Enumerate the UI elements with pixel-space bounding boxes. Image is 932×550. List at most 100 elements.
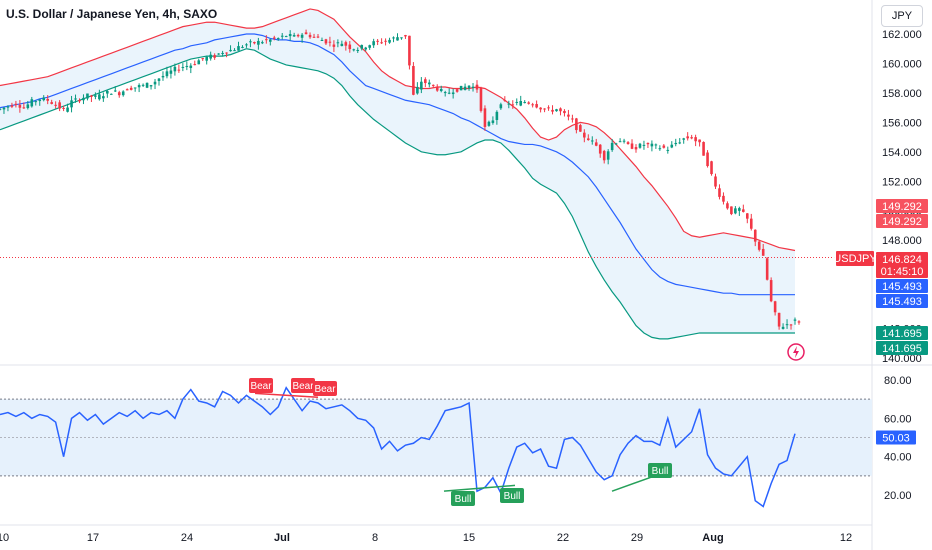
candle-body <box>181 66 185 68</box>
candle-body <box>722 195 725 202</box>
price-tag-lower: 141.695 <box>876 341 928 355</box>
svg-text:145.493: 145.493 <box>882 281 922 293</box>
candle-body <box>376 40 379 42</box>
candle-body <box>483 108 487 127</box>
candle-body <box>587 138 590 141</box>
candle-body <box>209 54 212 59</box>
candle-body <box>646 142 650 145</box>
candle-body <box>634 147 638 150</box>
candle-body <box>571 118 574 120</box>
candle-body <box>547 107 550 109</box>
candle-body <box>416 86 419 94</box>
candle-body <box>276 38 280 40</box>
candle-body <box>336 42 340 44</box>
candle-body <box>626 142 630 144</box>
candle-body <box>145 82 149 88</box>
price-tick-label: 148.000 <box>882 235 922 247</box>
candle-body <box>356 49 360 51</box>
lightning-icon[interactable] <box>787 343 805 361</box>
svg-text:Bull: Bull <box>455 494 472 505</box>
svg-text:Bull: Bull <box>652 466 669 477</box>
candle-body <box>682 138 685 140</box>
candle-body <box>630 143 634 149</box>
candle-body <box>157 78 161 81</box>
candle-body <box>428 82 431 85</box>
candle-body <box>527 102 530 104</box>
svg-text:141.695: 141.695 <box>882 328 922 340</box>
candle-body <box>22 107 26 109</box>
candle-body <box>62 107 65 109</box>
candle-body <box>746 213 749 219</box>
candle-body <box>710 161 713 175</box>
candle-body <box>229 49 232 52</box>
rsi-line <box>0 386 796 508</box>
price-tag-price: 01:45:10 <box>876 264 928 278</box>
rsi-pane <box>0 386 872 508</box>
currency-button[interactable]: JPY <box>881 5 923 27</box>
candle-body <box>404 35 407 37</box>
candle-body <box>420 81 423 90</box>
candle-body <box>364 47 367 50</box>
candle-body <box>408 35 411 66</box>
candle-body <box>372 41 375 46</box>
upper-band-line <box>0 8 796 252</box>
candle-body <box>439 88 443 92</box>
candle-body <box>344 42 348 46</box>
candle-body <box>769 280 773 302</box>
time-tick-label: 29 <box>631 532 643 544</box>
bull-divergence-label: Bull <box>648 463 672 478</box>
candle-body <box>598 144 602 154</box>
candle-body <box>34 101 38 103</box>
time-tick-label: Aug <box>702 532 723 544</box>
svg-text:145.493: 145.493 <box>882 296 922 308</box>
price-tick-label: 156.000 <box>882 117 922 129</box>
candle-body <box>360 44 364 49</box>
candle-body <box>380 42 383 44</box>
candle-body <box>58 102 61 109</box>
candle-body <box>217 53 220 55</box>
candle-body <box>431 84 435 86</box>
candle-body <box>487 121 491 126</box>
candle-body <box>435 86 439 91</box>
candle-body <box>165 71 169 77</box>
candle-body <box>261 42 264 44</box>
time-tick-label: 17 <box>87 532 99 544</box>
candle-body <box>78 99 81 102</box>
basis-line <box>0 33 795 296</box>
price-tick-label: 152.000 <box>882 176 922 188</box>
bull-divergence-line <box>443 484 516 492</box>
price-tag-basis: 145.493 <box>876 294 928 308</box>
candle-body <box>765 258 769 280</box>
candle-body <box>594 142 598 146</box>
candle-body <box>575 118 578 131</box>
candle-body <box>205 56 208 61</box>
bear-divergence-line <box>254 392 319 398</box>
chart-title: U.S. Dollar / Japanese Yen, 4h, SAXO <box>6 7 218 21</box>
candle-body <box>90 95 93 97</box>
candle-body <box>614 143 618 145</box>
candle-body <box>706 152 709 167</box>
candle-body <box>18 104 22 108</box>
candle-body <box>638 143 642 148</box>
candle-body <box>30 99 34 107</box>
candle-body <box>694 137 697 142</box>
candle-body <box>2 107 6 110</box>
candle-body <box>193 64 197 66</box>
svg-text:149.292: 149.292 <box>882 201 922 213</box>
candle-body <box>249 41 252 43</box>
price-tick-label: 162.000 <box>882 29 922 41</box>
candle-body <box>666 149 670 151</box>
candle-body <box>197 60 201 65</box>
price-tag-upper: 149.292 <box>876 199 928 213</box>
candle-body <box>86 93 89 99</box>
candle-body <box>511 104 515 106</box>
candle-body <box>702 142 705 156</box>
price-tag-upper: 149.292 <box>876 214 928 228</box>
candle-body <box>590 140 594 142</box>
lower-band-line <box>0 48 795 340</box>
candle-body <box>730 206 733 215</box>
candle-body <box>38 99 42 102</box>
